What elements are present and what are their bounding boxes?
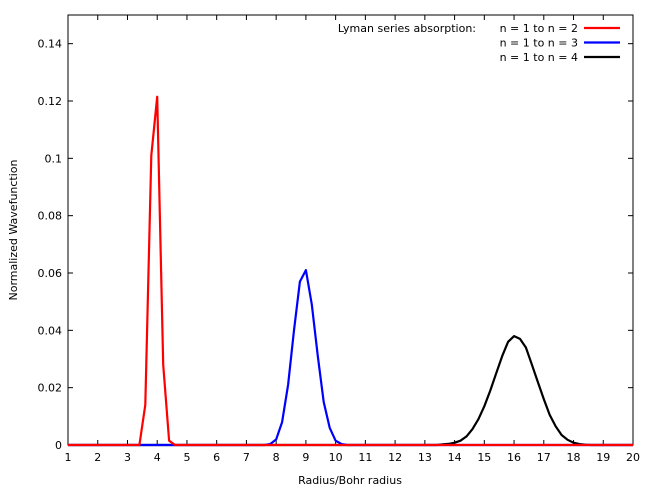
x-tick-label: 5 xyxy=(183,451,190,464)
series-line-3 xyxy=(68,335,633,447)
x-tick-label: 10 xyxy=(329,451,343,464)
x-axis-label: Radius/Bohr radius xyxy=(298,474,402,487)
x-tick-label: 20 xyxy=(626,451,640,464)
y-tick-label: 0.14 xyxy=(38,38,63,51)
x-tick-label: 16 xyxy=(507,451,521,464)
legend-label: n = 1 to n = 3 xyxy=(500,37,578,50)
x-tick-label: 17 xyxy=(537,451,551,464)
series-line-1 xyxy=(68,95,633,447)
y-tick-label: 0.02 xyxy=(38,382,63,395)
x-tick-label: 15 xyxy=(477,451,491,464)
y-tick-label: 0 xyxy=(55,439,62,452)
legend-title: Lyman series absorption: xyxy=(338,22,476,35)
y-tick-label: 0.1 xyxy=(45,152,63,165)
y-tick-label: 0.06 xyxy=(38,267,63,280)
y-tick-label: 0.12 xyxy=(38,95,63,108)
plot-frame xyxy=(67,14,634,446)
y-tick-label: 0.08 xyxy=(38,210,63,223)
y-axis-label: Normalized Wavefunction xyxy=(7,159,20,300)
x-tick-label: 6 xyxy=(213,451,220,464)
x-tick-label: 3 xyxy=(124,451,131,464)
x-tick-label: 19 xyxy=(596,451,610,464)
x-tick-label: 18 xyxy=(567,451,581,464)
x-tick-label: 13 xyxy=(418,451,432,464)
x-tick-label: 14 xyxy=(448,451,462,464)
x-tick-label: 11 xyxy=(358,451,372,464)
y-tick-label: 0.04 xyxy=(38,324,63,337)
x-tick-label: 7 xyxy=(243,451,250,464)
x-tick-label: 2 xyxy=(94,451,101,464)
legend-label: n = 1 to n = 2 xyxy=(500,22,578,35)
legend-label: n = 1 to n = 4 xyxy=(500,51,578,64)
x-tick-label: 12 xyxy=(388,451,402,464)
x-tick-label: 9 xyxy=(302,451,309,464)
x-tick-label: 1 xyxy=(65,451,72,464)
x-tick-label: 8 xyxy=(273,451,280,464)
series-line-2 xyxy=(68,269,633,447)
x-tick-label: 4 xyxy=(154,451,161,464)
